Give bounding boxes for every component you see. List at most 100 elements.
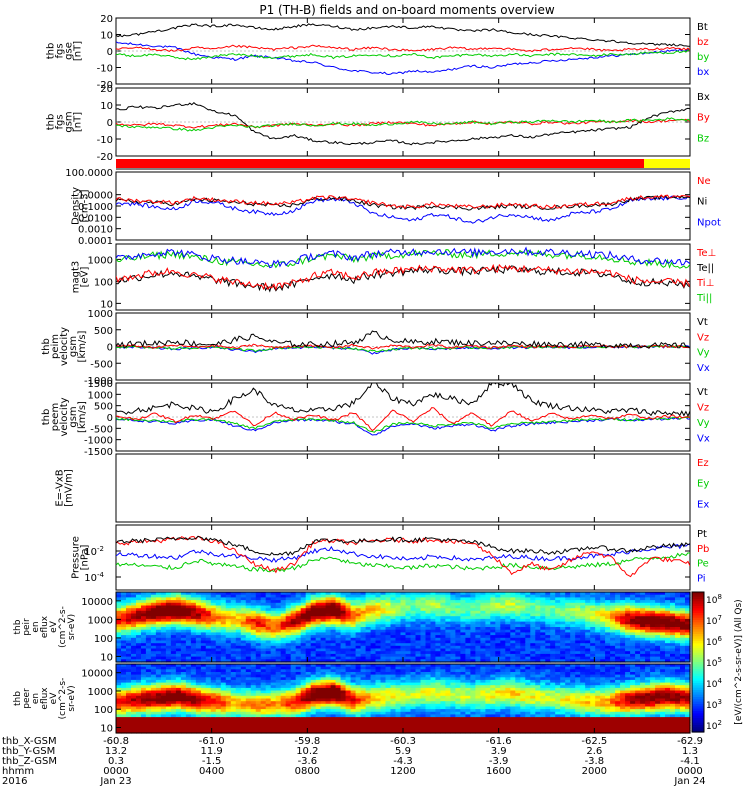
spectrogram-cell <box>560 629 566 633</box>
spectrogram-cell <box>340 637 347 642</box>
spectrogram-cell <box>320 643 327 647</box>
spectrogram-cell <box>300 618 307 623</box>
spectrogram-cell <box>610 653 616 658</box>
spectrogram-cell <box>570 659 576 663</box>
spectrogram-cell <box>395 605 402 609</box>
spectrogram-cell <box>380 648 387 652</box>
spectrogram-cell <box>420 677 427 681</box>
series-bz <box>116 44 690 53</box>
spectrogram-cell <box>150 698 157 702</box>
spectrogram-cell <box>675 600 681 604</box>
ylabel-line: peim <box>50 334 61 359</box>
spectrogram-cell <box>500 592 506 596</box>
spectrogram-cell <box>550 613 556 617</box>
spectrogram-cell <box>145 714 152 718</box>
spectrogram-cell <box>460 653 466 658</box>
spectrogram-cell <box>365 594 372 598</box>
spectrogram-cell <box>510 645 516 650</box>
spectrogram-cell <box>131 648 137 652</box>
spectrogram-cell <box>145 706 152 710</box>
spectrogram-cell <box>595 651 601 655</box>
spectrogram-cell <box>200 594 207 598</box>
spectrogram-cell <box>350 621 357 625</box>
ylabel-line: thb <box>41 409 52 426</box>
spectrogram-cell <box>170 695 177 700</box>
series-by <box>116 49 690 61</box>
spectrogram-cell <box>300 616 307 620</box>
spectrogram-cell <box>600 635 606 639</box>
spectrogram-cell <box>315 621 322 625</box>
spectrogram-cell <box>400 672 407 676</box>
spectrogram-cell <box>280 674 287 678</box>
spectrogram-cell <box>165 703 172 708</box>
spectrogram-cell <box>420 706 427 710</box>
spectrogram-cell <box>485 648 491 652</box>
spectrogram-cell <box>360 618 367 623</box>
spectrogram-cell <box>360 656 367 660</box>
spectrogram-cell <box>225 597 232 601</box>
spectrogram-cell <box>620 605 626 609</box>
spectrogram-cell <box>280 687 287 692</box>
spectrogram-cell <box>160 677 167 681</box>
spectrogram-cell <box>305 698 312 702</box>
spectrogram-cell <box>220 602 227 607</box>
spectrogram-cell <box>410 605 417 609</box>
spectrogram-cell <box>665 624 671 628</box>
spectrogram-cell <box>390 669 397 673</box>
spectrogram-cell <box>345 659 352 663</box>
spectrogram-cell <box>116 672 122 676</box>
spectrogram-cell <box>540 629 546 633</box>
spectrogram-cell <box>470 653 476 658</box>
spectrogram-cell <box>440 643 446 647</box>
spectrogram-cell <box>405 672 412 676</box>
spectrogram-cell <box>520 624 526 628</box>
spectrogram-cell <box>116 597 122 601</box>
spectrogram-cell <box>200 693 207 697</box>
spectrogram-cell <box>485 656 491 660</box>
spectrogram-cell <box>315 693 322 697</box>
spectrogram-cell <box>590 635 596 639</box>
spectrogram-cell <box>540 643 546 647</box>
spectrogram-cell <box>300 677 307 681</box>
spectrogram-cell <box>305 648 312 652</box>
spectrogram-cell <box>116 664 122 668</box>
spectrogram-cell <box>190 624 197 628</box>
spectrogram-cell <box>255 695 262 700</box>
spectrogram-cell <box>470 605 476 609</box>
spectrogram-cell <box>540 605 546 609</box>
spectrogram-cell <box>121 666 127 670</box>
spectrogram-cell <box>520 632 526 636</box>
spectrogram-cell <box>560 618 566 623</box>
spectrogram-cell <box>495 592 501 596</box>
spectrogram-cell <box>530 600 536 604</box>
spectrogram-cell <box>420 687 427 692</box>
spectrogram-cell <box>500 645 506 650</box>
spectrogram-cell <box>455 656 461 660</box>
spectrogram-cell <box>285 677 292 681</box>
spectrogram-cell <box>485 645 491 650</box>
spectrogram-cell <box>580 659 586 663</box>
spectrogram-cell <box>485 653 491 658</box>
spectrogram-cell <box>385 685 392 689</box>
spectrogram-cell <box>205 664 212 668</box>
spectrogram-cell <box>170 600 177 604</box>
spectrogram-cell <box>335 605 342 609</box>
legend-Bt: Bt <box>697 22 708 33</box>
spectrogram-cell <box>570 632 576 636</box>
spectrogram-cell <box>355 687 362 692</box>
spectrogram-cell <box>440 635 446 639</box>
spectrogram-cell <box>225 608 232 612</box>
spectrogram-cell <box>365 703 372 708</box>
spectrogram-cell <box>465 600 471 604</box>
spectrogram-cell <box>350 685 357 689</box>
spectrogram-cell <box>175 725 182 729</box>
spectrogram-cell <box>141 645 147 650</box>
spectrogram-cell <box>380 669 387 673</box>
spectrogram-cell <box>630 637 636 642</box>
spectrogram-cell <box>195 695 202 700</box>
spectrogram-cell <box>165 651 172 655</box>
spectrogram-cell <box>145 597 152 601</box>
spectrogram-cell <box>630 624 636 628</box>
spectrogram-cell <box>121 602 127 607</box>
spectrogram-cell <box>480 648 486 652</box>
